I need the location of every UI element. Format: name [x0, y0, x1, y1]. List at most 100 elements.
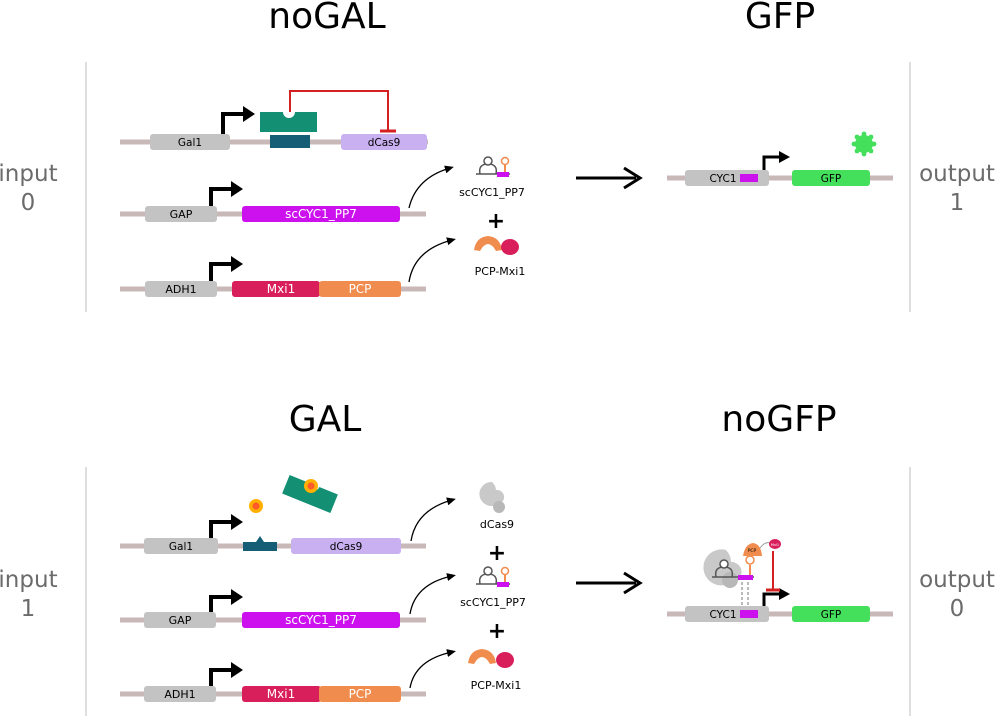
adh1-promoter-arrow [209, 668, 232, 686]
expression-arrow [409, 573, 456, 615]
dcas9-label: dCas9 [330, 541, 363, 553]
gal1-arrow-head [231, 514, 243, 530]
gene-construct-gal1-dcas9: Gal1 dCas9 [120, 90, 428, 150]
adh1-promoter [145, 281, 217, 297]
sccyc1-pp7-label: scCYC1_PP7 [285, 613, 357, 627]
dcas9-gene [291, 538, 401, 554]
mxi1-gene [232, 281, 320, 297]
cyc1-label: CYC1 [710, 609, 737, 621]
input-label-line1: input [0, 567, 58, 593]
mxi1-gene [242, 686, 321, 702]
input-label-line2: 0 [21, 190, 36, 216]
gap-promoter [144, 612, 216, 628]
dcas9-protein-glyph [479, 481, 505, 513]
dcas9-gene [341, 134, 427, 150]
expression-arrow [410, 497, 456, 542]
product-dcas9-label: dCas9 [480, 518, 514, 531]
product-rna-label: scCYC1_PP7 [460, 596, 526, 609]
gal1-label: Gal1 [178, 137, 202, 149]
sccyc1-pp7-gene [242, 612, 400, 628]
output-label-line2: 0 [950, 596, 965, 622]
output-title: GFP [745, 0, 815, 37]
gap-arrow-head [231, 589, 243, 605]
scaffold-rna-glyph [476, 156, 510, 177]
gal4-operator [243, 536, 277, 551]
input-label-line2: 1 [21, 596, 36, 622]
cyc1-promoter-arrow [762, 155, 780, 170]
pcp-gene [319, 281, 401, 297]
adh1-promoter-arrow [209, 262, 232, 281]
panel-top: noGAL GFP input 0 output 1 Gal1 dCas9 GA… [0, 0, 995, 312]
transition-arrow-head [623, 571, 643, 595]
input-title: noGAL [268, 0, 385, 37]
adh1-label: ADH1 [164, 688, 195, 701]
gal1-promoter [150, 134, 230, 150]
gfp-label: GFP [821, 173, 842, 185]
pcp-mxi1-protein-glyph [468, 649, 514, 668]
product-rna-label: scCYC1_PP7 [459, 186, 525, 199]
dcas9-complex [703, 549, 742, 588]
gap-arrow-head [231, 181, 243, 197]
gap-promoter-arrow [209, 595, 232, 612]
adh1-promoter [144, 686, 216, 702]
cyc1-arrow-head [779, 151, 790, 163]
scaffold-rna-glyph [476, 566, 510, 587]
gal4-operator [270, 135, 310, 148]
gal1-promoter-arrow [209, 520, 232, 538]
pcp-mxi1-protein-glyph [474, 236, 519, 255]
mxi1-label: Mxi1 [267, 282, 295, 296]
pcp-gene [319, 686, 401, 702]
panel-bottom: GAL noGFP input 1 output 0 Gal1 dCas9 [0, 399, 995, 716]
gfp-protein-icon [851, 131, 877, 157]
expression-arrow [409, 649, 456, 689]
gene-construct-adh1: ADH1 Mxi1 PCP [120, 649, 456, 702]
sccyc1-pp7-gene [242, 206, 400, 222]
cyc1-label: CYC1 [710, 173, 737, 185]
gap-promoter [145, 206, 217, 222]
gene-construct-adh1: ADH1 Mxi1 PCP [120, 237, 456, 297]
gal1-promoter [144, 538, 218, 554]
gap-label: GAP [169, 614, 192, 627]
output-label-line1: output [919, 567, 995, 593]
pcp-label: PCP [349, 282, 372, 296]
gal1-label: Gal1 [169, 541, 193, 553]
product-protein-label: PCP-Mxi1 [475, 265, 526, 278]
mxi1-tag: Mxi1 [769, 539, 781, 549]
mxi1-tag-label: Mxi1 [771, 543, 779, 547]
product-protein-label: PCP-Mxi1 [471, 679, 522, 692]
dcas9-label: dCas9 [368, 137, 401, 149]
input-label-line1: input [0, 161, 58, 187]
target-site [740, 174, 758, 182]
cyc1-promoter-arrow [762, 592, 780, 606]
galactose-molecule-icon [249, 499, 263, 513]
expression-arrow [408, 237, 456, 283]
mxi1-label: Mxi1 [267, 687, 295, 701]
repression-line [289, 90, 389, 131]
galactose-molecule-icon [304, 479, 318, 493]
adh1-arrow-head [231, 256, 243, 272]
reporter-construct: CYC1 GFP [667, 131, 893, 186]
adh1-label: ADH1 [165, 283, 196, 296]
pcp-label: PCP [349, 687, 372, 701]
target-site [740, 610, 758, 618]
pcp-tag: PCP [743, 543, 762, 556]
gal4-dimer-bound [282, 474, 338, 514]
gene-construct-gap: GAP scCYC1_PP7 [120, 165, 454, 222]
gal1-arrow-head [243, 106, 255, 122]
output-label-line1: output [919, 161, 995, 187]
gene-construct-gal1-dcas9: Gal1 dCas9 [120, 474, 456, 554]
cyc1-arrow-head [779, 588, 790, 600]
transition-arrow-head [623, 166, 643, 190]
gal1-promoter-arrow [221, 112, 244, 134]
sccyc1-pp7-label: scCYC1_PP7 [285, 207, 357, 221]
gap-promoter-arrow [209, 187, 232, 206]
gfp-label: GFP [821, 609, 842, 621]
expression-arrow [408, 165, 454, 209]
plus-sign: + [487, 209, 505, 234]
bound-scaffold-rna [712, 555, 755, 580]
gal4-dimer [260, 112, 317, 132]
gap-label: GAP [170, 208, 193, 221]
output-label-line2: 1 [950, 190, 965, 216]
